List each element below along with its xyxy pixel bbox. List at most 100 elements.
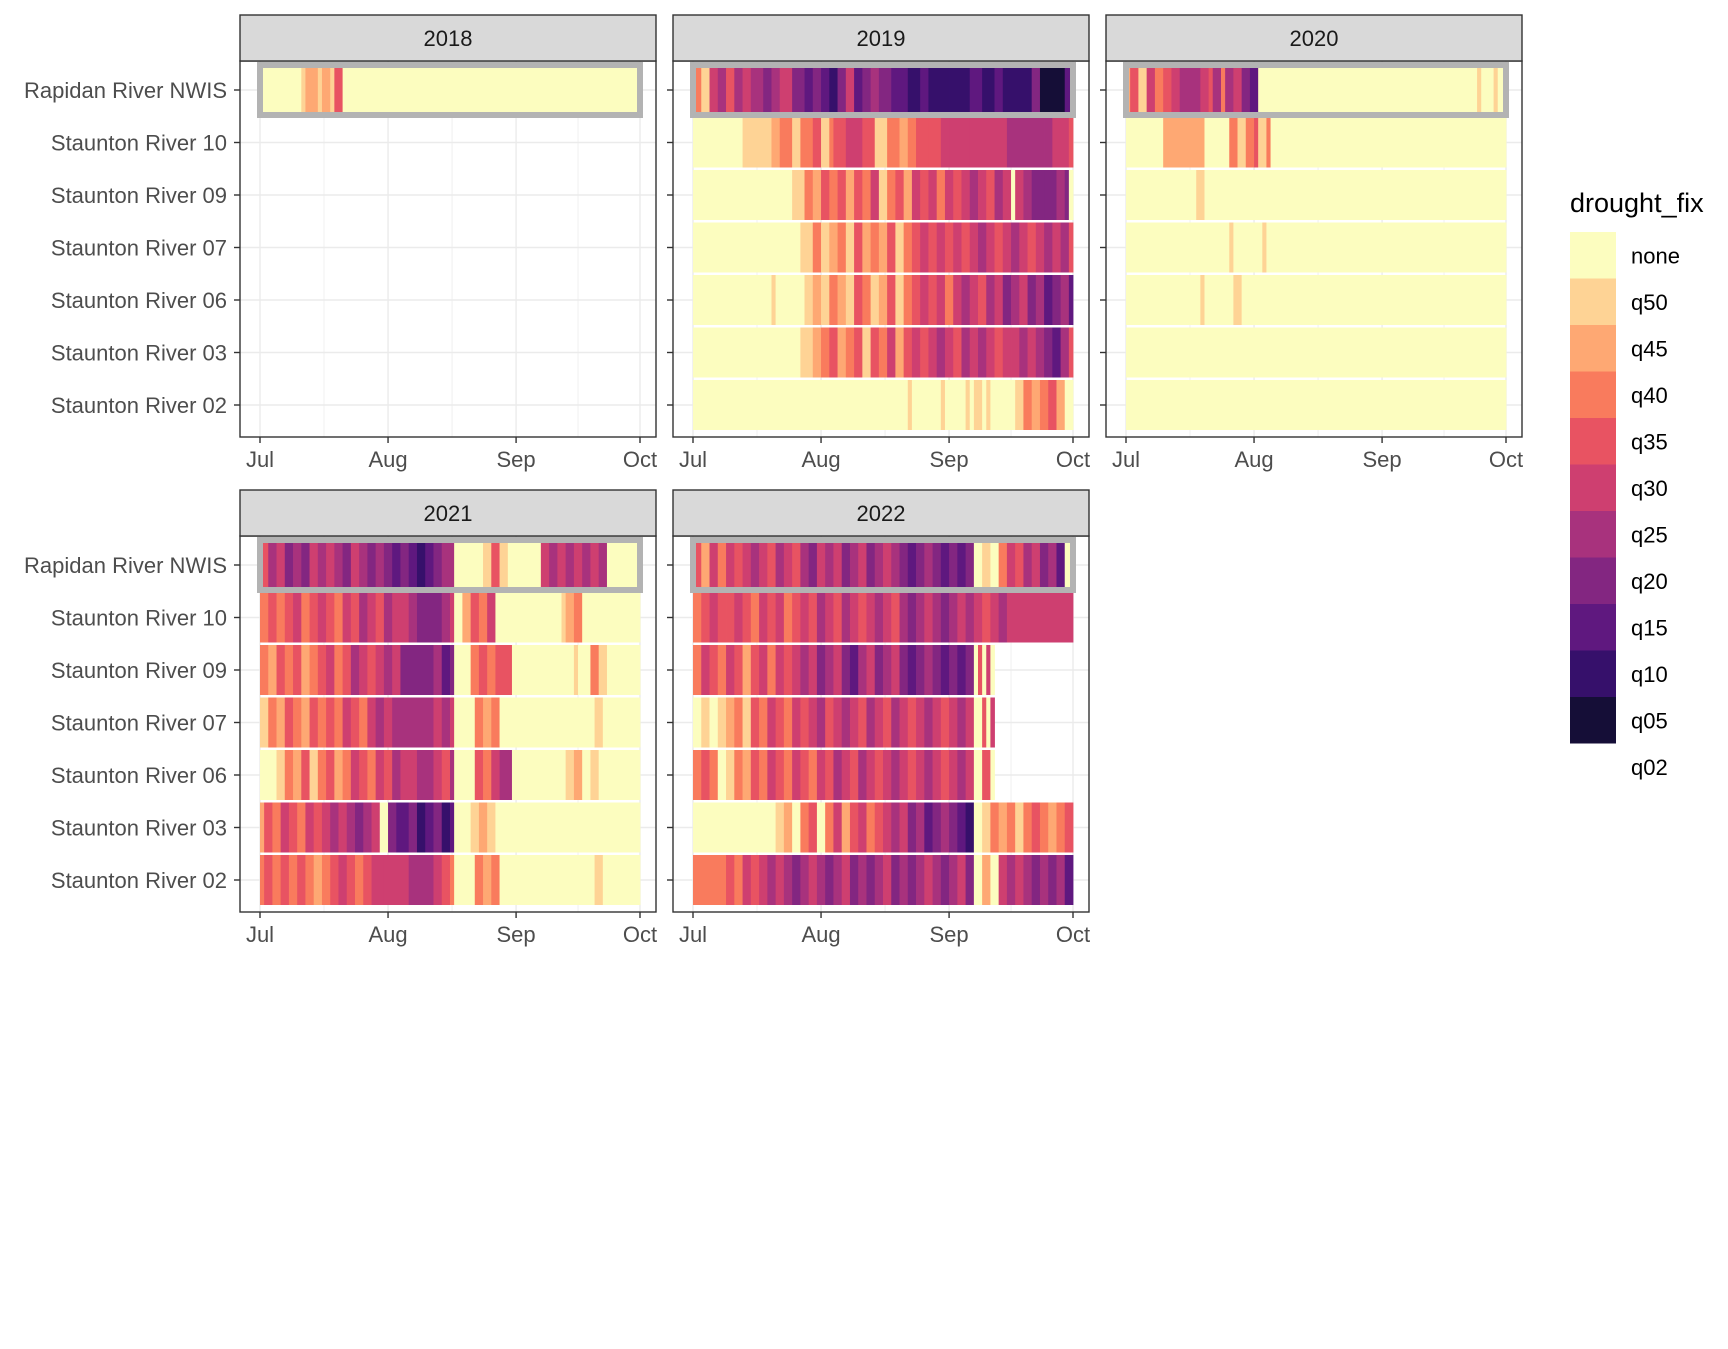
heat-tile [499,750,513,800]
heat-tile [433,697,443,748]
heat-tile [321,65,331,115]
heat-tile [973,540,983,590]
heat-tile [1126,327,1507,378]
heat-tile [1048,855,1057,905]
heat-tile [726,750,735,800]
heat-tile [1126,117,1164,168]
heat-tile [1052,222,1062,273]
heat-tile [965,540,975,590]
heat-tile [693,380,909,430]
heat-tile [1130,65,1139,115]
heat-tile [602,855,641,905]
heat-tile [895,170,905,220]
heat-tile [309,592,319,643]
heat-tile [693,592,702,643]
heat-tile [598,750,641,800]
heat-tile [874,592,884,643]
heat-tile [907,540,917,590]
reference-site-outline [257,62,643,118]
heat-tile [598,592,641,643]
heat-tile [916,645,925,695]
y-tick-label: Staunton River 10 [51,131,227,156]
heat-tile [260,592,269,643]
heat-tile [953,275,962,325]
heat-tile [829,222,838,273]
heat-tile [375,750,385,800]
heat-tile [1204,275,1234,325]
heat-tile [491,750,500,800]
heat-tile [701,540,710,590]
heat-tile [961,222,971,273]
heat-tile [924,697,933,748]
heat-tile [709,65,719,115]
heat-tile [907,802,917,853]
heat-tile [433,645,443,695]
heat-tile [932,855,942,905]
heat-tile [982,380,987,430]
heat-tile [454,750,476,800]
heat-tile [495,645,513,695]
heat-tile [878,65,892,115]
heat-tile [779,117,793,168]
heat-tile [507,540,517,590]
heat-tile [800,540,810,590]
heat-tile [701,65,710,115]
heat-tile [862,275,872,325]
y-tick-label: Staunton River 06 [51,288,227,313]
heat-tile [693,327,801,378]
heat-tile [800,802,810,853]
heat-tile [841,592,851,643]
heat-tile [367,697,377,748]
heat-tile [767,645,777,695]
heat-tile [408,855,434,905]
heat-tile [317,65,323,115]
heat-tile [326,750,335,800]
heat-tile [849,855,859,905]
heat-tile [549,540,558,590]
heat-tile [359,645,368,695]
heat-tile [1002,65,1033,115]
heat-tile [268,645,277,695]
heat-tile [775,802,785,853]
heat-tile [454,802,472,853]
heat-tile [590,750,600,800]
heat-tile [342,750,352,800]
heat-tile [297,802,306,853]
heat-tile [726,592,735,643]
heat-tile [816,540,826,590]
heat-tile [920,275,929,325]
heat-tile [854,327,863,378]
heat-tile [829,327,838,378]
heat-tile [932,540,942,590]
heat-tile [355,802,364,853]
heat-tile [829,275,838,325]
heat-tile [276,645,286,695]
y-tick-label: Staunton River 02 [51,868,227,893]
heat-tile [326,592,335,643]
heat-tile [903,170,913,220]
heat-tile [276,750,286,800]
heat-tile [825,802,834,853]
heat-tile [940,117,950,168]
heat-tile [606,540,641,590]
legend-label: q45 [1631,336,1668,361]
heat-tile [717,697,727,748]
x-tick-label: Oct [623,447,657,472]
heat-tile [573,750,583,800]
heat-tile [866,540,876,590]
heat-tile [379,802,389,853]
heat-tile [845,117,863,168]
heat-tile [924,540,933,590]
heat-tile [260,855,265,905]
heat-tile [887,327,896,378]
heat-tile [1015,802,1024,853]
heat-tile [965,697,975,748]
heat-tile [953,222,962,273]
heat-tile [887,117,900,168]
heat-tile [1126,380,1507,430]
heat-tile [1266,117,1271,168]
legend-key [1570,418,1616,465]
heat-tile [874,117,888,168]
heat-tile [841,540,851,590]
heat-tile [792,697,801,748]
